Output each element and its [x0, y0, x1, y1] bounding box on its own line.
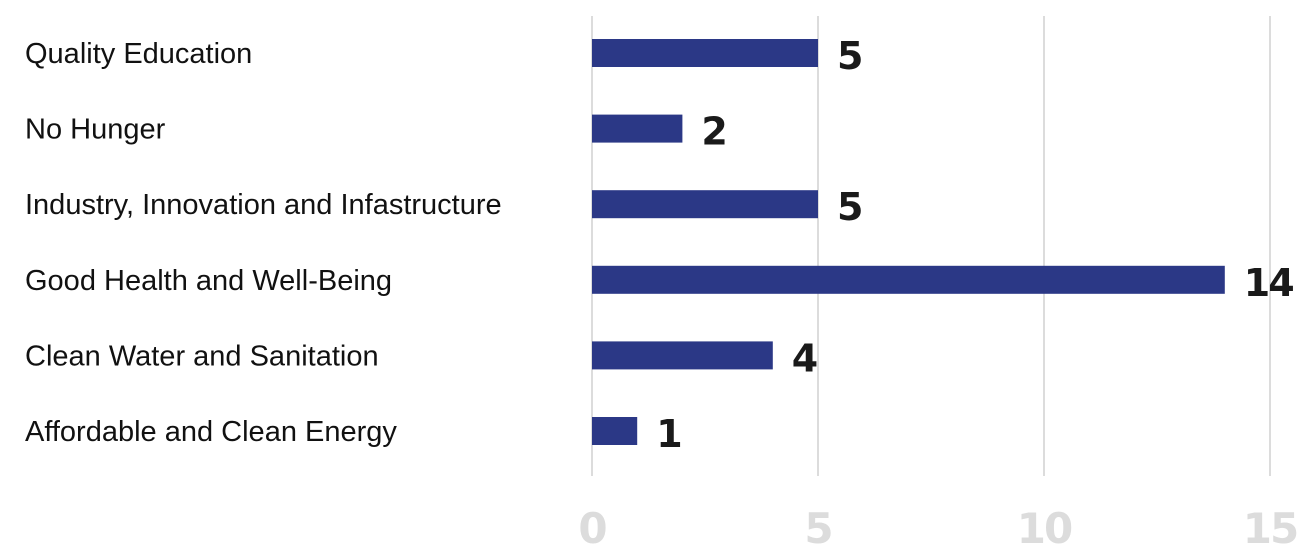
category-label: Clean Water and Sanitation: [25, 340, 379, 372]
bar: [592, 39, 818, 67]
data-label: 4: [792, 336, 817, 380]
bar: [592, 114, 683, 143]
data-label: 2: [701, 110, 725, 154]
category-label: Industry, Innovation and Infastructure: [25, 189, 502, 221]
category-label: Quality Education: [25, 38, 252, 70]
category-label: No Hunger: [25, 114, 166, 146]
value-labels: 5 2 5 14 4 1: [656, 34, 1295, 456]
x-tick-label: 5: [804, 504, 831, 546]
bar: [592, 190, 818, 219]
bar: [592, 341, 773, 370]
category-label: Affordable and Clean Energy: [25, 416, 397, 448]
data-label: 5: [837, 185, 861, 229]
x-tick-label: 0: [578, 504, 606, 546]
data-label: 1: [656, 412, 680, 456]
data-label: 14: [1244, 261, 1293, 305]
x-tick-label: 15: [1243, 504, 1297, 546]
bar: [592, 417, 638, 445]
category-labels: Quality Education No Hunger Industry, Inno…: [25, 38, 502, 448]
category-label: Good Health and Well-Being: [25, 265, 392, 297]
x-tick-label: 10: [1017, 504, 1072, 546]
data-label: 5: [837, 34, 861, 78]
bars: [592, 39, 1225, 445]
gridlines: [591, 16, 1271, 476]
x-axis-tick-labels: 0 5 10 15: [578, 504, 1297, 546]
bar: [592, 265, 1225, 294]
